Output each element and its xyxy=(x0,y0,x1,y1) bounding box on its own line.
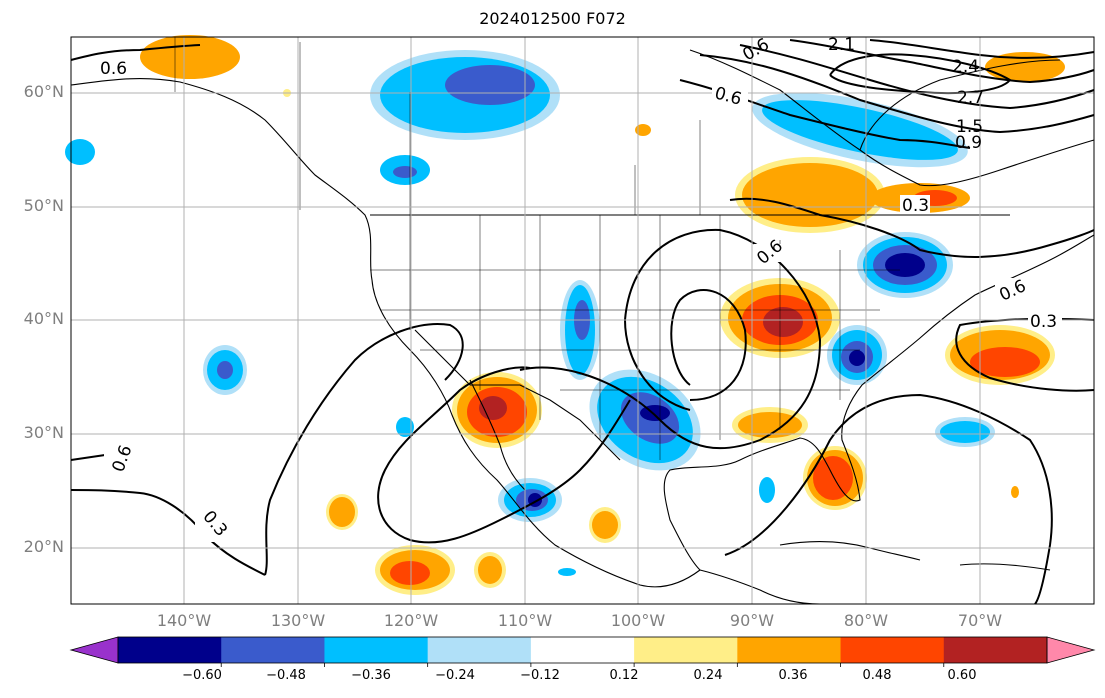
colorbar-tick-label: 0.60 xyxy=(947,668,977,683)
province-borders xyxy=(174,37,701,215)
state-borders xyxy=(174,37,900,460)
hispaniola-coastline xyxy=(959,563,1051,571)
colorbar-tick-label: −0.24 xyxy=(435,668,475,683)
colorbar-ticks xyxy=(220,663,945,667)
colorbar-frame xyxy=(117,636,1048,664)
north-america-coastline xyxy=(70,77,1095,588)
contour-label: 1.5 xyxy=(956,117,983,137)
contour-hudson-3 xyxy=(739,44,1095,110)
state-meridian-lines xyxy=(409,215,841,460)
contour-bering xyxy=(70,44,201,61)
colorbar-cell xyxy=(118,637,222,663)
contour-pacific-south xyxy=(70,489,266,576)
contour-label: 0.9 xyxy=(955,133,982,153)
state-parallel-lines xyxy=(370,269,900,391)
lat-label-20n: 20°N xyxy=(23,537,64,556)
colorbar-tick-label: −0.12 xyxy=(520,668,560,683)
contour-high-center xyxy=(829,53,1012,95)
contour-label: 0.3 xyxy=(902,196,929,216)
lon-label-130w: 130°W xyxy=(270,611,326,630)
anomaly-alaska-negative xyxy=(370,50,560,140)
colorbar-tick-label: −0.36 xyxy=(351,668,391,683)
central-america-coastline xyxy=(699,569,821,605)
anomaly-labrador-positive xyxy=(985,52,1065,82)
colorbar xyxy=(69,636,1096,667)
arctic-coastline xyxy=(859,59,1061,151)
lat-label-30n: 30°N xyxy=(23,423,64,442)
contour-hudson-2 xyxy=(699,54,1095,134)
colorbar-cell xyxy=(737,637,842,663)
lon-label-110w: 110°W xyxy=(497,611,553,630)
lat-label-40n: 40°N xyxy=(23,309,64,328)
colorbar-cell xyxy=(943,637,1048,663)
lon-label-80w: 80°W xyxy=(843,611,889,630)
anomaly-mexico-negative xyxy=(498,478,562,522)
contour-hudson-4 xyxy=(789,39,1095,84)
coastlines xyxy=(70,49,1095,605)
lat-label-50n: 50°N xyxy=(23,196,64,215)
anomaly-northeast-negative xyxy=(857,232,953,298)
lon-label-70w: 70°W xyxy=(957,611,1003,630)
lon-label-120w: 120°W xyxy=(383,611,439,630)
map-title: 2024012500 F072 xyxy=(479,9,626,28)
colorbar-cell xyxy=(221,637,325,663)
anomaly-pacific-negative xyxy=(203,345,247,395)
contour-ohio xyxy=(670,289,747,401)
contour-label: 0.3 xyxy=(1030,312,1057,332)
colorbar-extend-high xyxy=(1046,636,1096,664)
colorbar-cell xyxy=(634,637,738,663)
colorbar-cell xyxy=(427,637,532,663)
lon-label-100w: 100°W xyxy=(610,611,666,630)
colorbar-tick-label: −0.48 xyxy=(266,668,306,683)
contour-west-edge xyxy=(70,454,106,461)
lon-label-90w: 90°W xyxy=(729,611,775,630)
anomaly-carolina-negative xyxy=(827,325,887,385)
colorbar-cells xyxy=(118,637,1048,663)
anomaly-atlantic-positive xyxy=(945,325,1055,385)
contour-label: 2.7 xyxy=(957,88,984,108)
contour-label: 0.6 xyxy=(100,59,127,79)
anomaly-yukon-negative xyxy=(380,155,430,185)
anomaly-ontario-positive xyxy=(735,157,970,233)
lat-label-60n: 60°N xyxy=(23,82,64,101)
colorbar-cell xyxy=(324,637,429,663)
gridlines xyxy=(71,37,1094,604)
contour-caribbean xyxy=(724,393,1053,605)
colorbar-tick-label: −0.60 xyxy=(182,668,222,683)
lon-label-140w: 140°W xyxy=(156,611,212,630)
colorbar-cell xyxy=(530,637,635,663)
anomaly-atlantic-negative xyxy=(935,417,995,447)
contour-label: 2.4 xyxy=(952,57,979,77)
baja-coastline xyxy=(469,379,526,491)
contour-mexico xyxy=(377,366,631,544)
anomaly-bering-positive xyxy=(140,35,240,79)
anomaly-hudson-negative xyxy=(752,92,968,168)
colorbar-tick-label: 0.36 xyxy=(778,668,808,683)
map-frame xyxy=(70,36,1095,605)
hudson-bay-coastline xyxy=(689,49,1095,187)
colorbar-tick-label: 0.12 xyxy=(609,668,639,683)
colorbar-tick-label: 0.48 xyxy=(862,668,892,683)
anomaly-plains-negative xyxy=(560,280,701,471)
colorbar-tick-label: 0.24 xyxy=(693,668,723,683)
anomaly-small-cells xyxy=(283,89,1019,595)
colorbar-cell xyxy=(840,637,945,663)
colorbar-extend-low xyxy=(69,636,119,664)
contour-pacific xyxy=(264,323,464,576)
anomaly-pacific-negative-west xyxy=(65,139,95,165)
contour-label-group: 0.6 0.6 0.3 0.3 0.6 0.6 0.6 0.3 2.1 2.4 … xyxy=(96,35,1062,542)
contour-label: 2.1 xyxy=(828,35,855,55)
